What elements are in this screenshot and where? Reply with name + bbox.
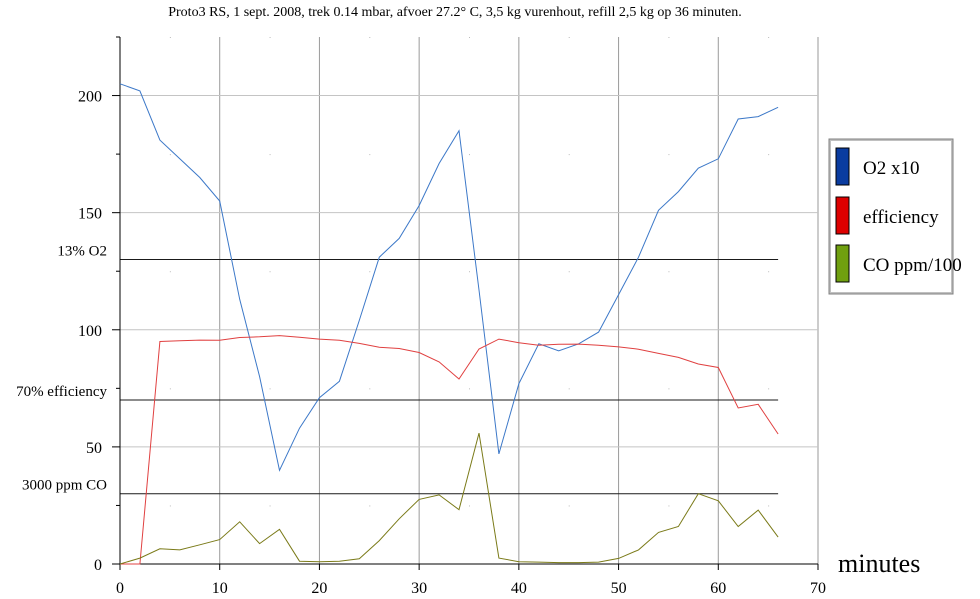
grid-dot (668, 37, 670, 38)
x-axis-label: minutes (838, 549, 920, 578)
grid-dot (668, 388, 670, 390)
grid-dot (469, 388, 470, 390)
x-tick-label: 20 (311, 580, 327, 597)
grid-dot (369, 388, 371, 390)
y-tick-label: 100 (78, 323, 102, 340)
y-tick-label: 150 (78, 206, 102, 223)
grid-dot (169, 37, 171, 38)
reference-line-label: 13% O2 (57, 244, 107, 260)
series-line-2 (120, 335, 779, 565)
grid-dot (668, 271, 670, 273)
grid-dot (668, 154, 670, 156)
x-tick-label: 40 (511, 580, 527, 597)
grid-dot (568, 37, 570, 38)
grid-dot (169, 388, 171, 390)
grid-dot (768, 388, 770, 390)
x-tick-label: 60 (710, 580, 726, 597)
reference-line-label: 70% efficiency (16, 384, 107, 400)
grid-dot (269, 154, 271, 156)
x-tick-label: 10 (212, 580, 228, 597)
grid-dot (568, 154, 570, 156)
grid-dot (768, 271, 770, 273)
x-tick-label: 0 (116, 580, 124, 597)
axes: 0 50 100 150 200 0 10 20 30 40 50 60 70 (78, 36, 826, 597)
grid-dot (169, 154, 171, 156)
grid-dot (369, 505, 371, 507)
legend-entry-label: CO ppm/100 (863, 255, 962, 276)
legend-background (831, 141, 951, 292)
legend-entry-label: efficiency (863, 207, 939, 228)
chart-title: Proto3 RS, 1 sept. 2008, trek 0.14 mbar,… (168, 5, 742, 20)
x-tick-label: 50 (611, 580, 627, 597)
series-line-3 (119, 432, 779, 565)
legend-entry-label: O2 x10 (863, 158, 919, 179)
x-tick-label: 30 (411, 580, 427, 597)
legend: O2 x10 efficiency CO ppm/100 (828, 138, 962, 295)
y-tick-label: 0 (94, 557, 102, 574)
y-tick-label: 50 (86, 440, 102, 457)
grid-dot (469, 505, 470, 507)
grid-dot (768, 505, 770, 507)
grid-dot (269, 388, 271, 390)
reference-line-label: 3000 ppm CO (22, 478, 107, 494)
grid-dot (269, 37, 271, 38)
grid-dot (668, 505, 670, 507)
grid-dot (269, 505, 271, 507)
grid-dot (568, 388, 570, 390)
grid-dot (568, 271, 570, 273)
grid-dot (169, 505, 171, 507)
legend-swatch (835, 244, 850, 283)
grid-dot (369, 154, 371, 156)
grid-dot (369, 37, 371, 38)
legend-swatch (835, 196, 850, 235)
grid-dot (169, 271, 171, 273)
grid-dot (768, 37, 770, 38)
grid (120, 37, 819, 564)
grid-dot (269, 271, 271, 273)
x-tick-label: 70 (810, 580, 826, 597)
grid-dot (469, 37, 470, 38)
reference-lines: 13% O2 70% efficiency 3000 ppm CO (16, 244, 779, 495)
grid-dot (469, 154, 470, 156)
series-line-1 (119, 83, 779, 472)
y-tick-label: 200 (78, 89, 102, 106)
series-group (119, 83, 779, 565)
grid-dot (469, 271, 470, 273)
grid-dot (568, 505, 570, 507)
legend-swatch (835, 147, 850, 186)
grid-dot (369, 271, 371, 273)
grid-dot (768, 154, 770, 156)
